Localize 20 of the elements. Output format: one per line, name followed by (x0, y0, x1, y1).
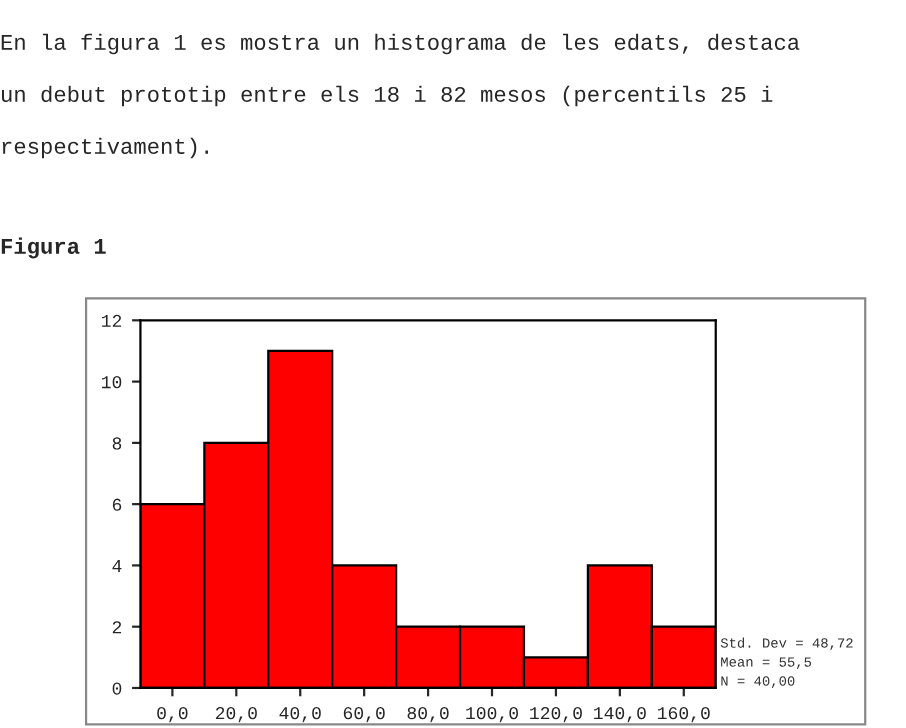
x-tick-label: 120,0 (530, 707, 582, 723)
text: respectivament). (2, 137, 208, 159)
y-tick-label: 10 (102, 376, 122, 389)
x-tick-label: 140,0 (594, 707, 646, 723)
x-tick-label: 80,0 (407, 707, 449, 723)
chart-title: Figura 1 (1, 237, 106, 259)
text: En la figura 1 es mostra un histograma de les edats, destaca (1, 33, 800, 55)
x-tick-label: 20,0 (215, 707, 257, 723)
x-tick-label: 0,0 (157, 707, 188, 723)
y-tick-label: 4 (112, 560, 122, 572)
x-tick-label: 60,0 (343, 707, 385, 723)
x-tick-label: 160,0 (657, 707, 710, 723)
y-tick-label: 6 (112, 498, 122, 511)
x-tick-label: 40,0 (279, 707, 321, 723)
y-tick-label: 2 (112, 621, 122, 634)
text: un debut prototip entre els 18 i 82 mesos (percentils 25 i (2, 85, 773, 107)
y-tick-label: 0 (112, 682, 122, 695)
y-tick-label: 8 (112, 437, 122, 450)
y-tick-label: 12 (102, 314, 122, 327)
x-tick-label: 100,0 (466, 707, 518, 723)
